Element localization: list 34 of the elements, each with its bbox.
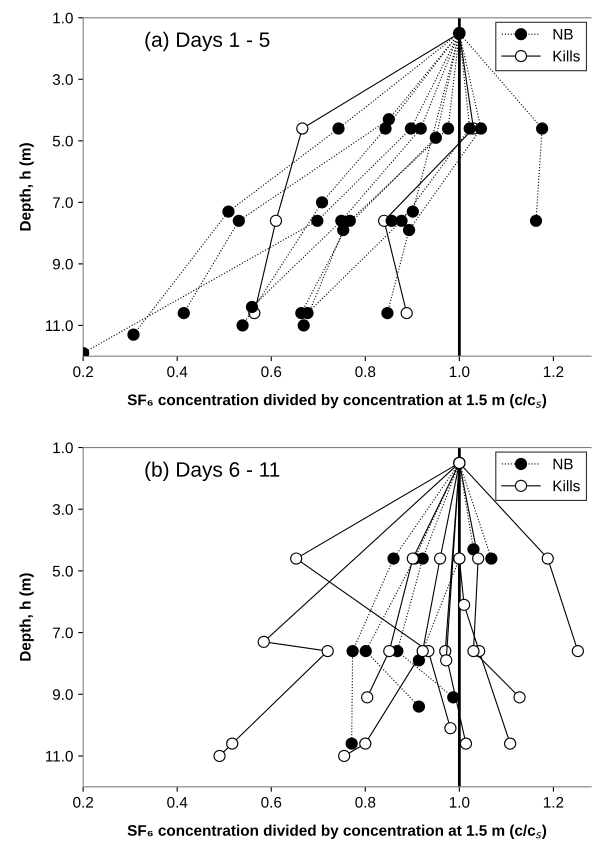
x-tick-label: 0.2 [73, 796, 94, 808]
y-tick-label: 3.0 [52, 74, 73, 85]
legend-label: Kills [554, 480, 580, 492]
text: (a) Days 1 - 5 [145, 32, 270, 52]
y-tick-label: 1.0 [53, 442, 73, 454]
text: (b) Days 6 - 11 [145, 462, 280, 481]
legend-label: NB [554, 29, 573, 40]
y-tick-label: 3.0 [52, 504, 73, 515]
y-axis-title: Depth, h (m) [19, 573, 34, 661]
y-tick-label: 1.0 [53, 12, 73, 24]
y-tick-label: 9.0 [52, 689, 73, 700]
x-tick-label: 0.2 [73, 366, 94, 378]
x-tick-label: 0.4 [167, 366, 188, 378]
x-tick-label: 0.8 [355, 366, 376, 378]
legend-label: NB [554, 458, 573, 470]
y-tick-label: 11.0 [46, 750, 73, 762]
y-axis-title: Depth, h (m) [19, 143, 34, 230]
x-tick-label: 0.8 [355, 796, 376, 808]
x-tick-label: 0.4 [167, 796, 188, 808]
y-tick-label: 7.0 [52, 627, 73, 638]
y-tick-label: 5.0 [52, 136, 73, 147]
y-tick-label: 9.0 [52, 258, 73, 270]
x-tick-label: 1.0 [450, 796, 470, 808]
x-tick-label: 1.2 [544, 796, 564, 808]
x-tick-label: 0.6 [261, 366, 282, 378]
x-tick-label: 0.6 [261, 796, 282, 808]
y-tick-label: 7.0 [52, 197, 73, 208]
x-axis-title: SF₆ concentration divided by concentration at 1.5 m (c/c$_{s}$) [128, 394, 546, 408]
x-tick-label: 1.0 [450, 366, 470, 378]
y-tick-label: 5.0 [52, 566, 73, 577]
x-axis-title: SF₆ concentration divided by concentration at 1.5 m (c/c$_{s}$) [128, 824, 546, 839]
x-tick-label: 1.2 [544, 366, 564, 377]
y-tick-label: 11.0 [46, 320, 73, 332]
legend-label: Kills [554, 50, 580, 62]
